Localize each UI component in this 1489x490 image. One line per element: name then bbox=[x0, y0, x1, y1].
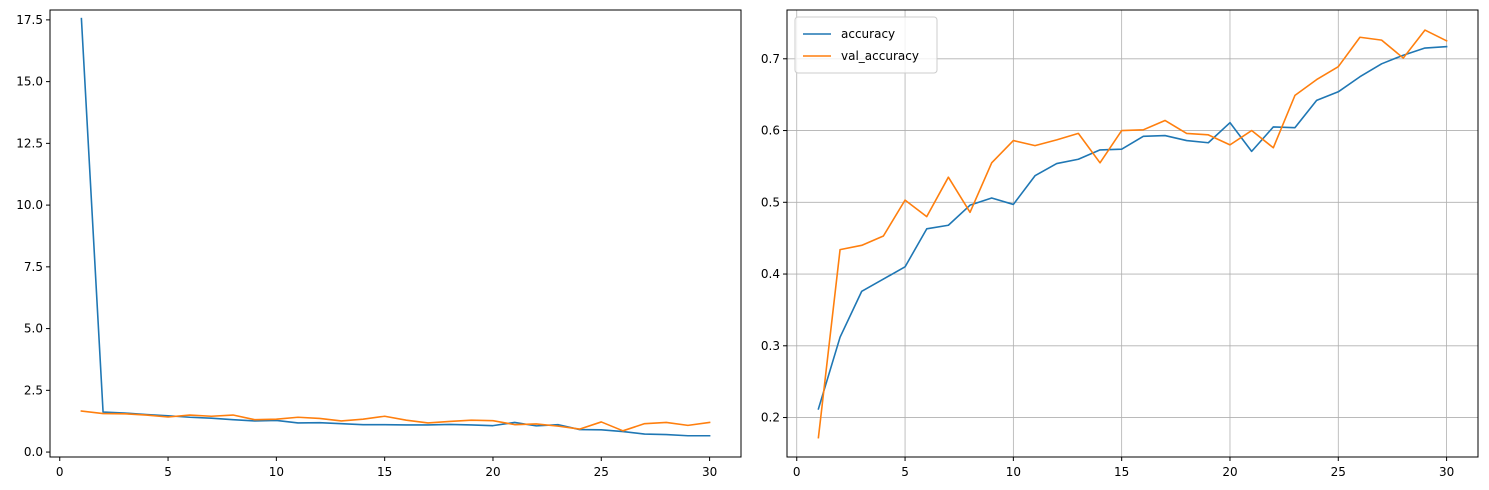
y-tick-label: 12.5 bbox=[16, 136, 43, 150]
plot-frame bbox=[49, 9, 742, 458]
x-tick-label: 10 bbox=[269, 465, 284, 479]
loss-chart: 0 5 10 15 20 25 30 0.0 2.5 5.0 7.5 10.0 12.5 15.0 17.5 bbox=[16, 9, 742, 479]
y-tick-label: 0.3 bbox=[761, 339, 780, 353]
x-tick-label: 30 bbox=[1439, 465, 1454, 479]
legend-box bbox=[794, 16, 938, 74]
y-tick-label: 0.7 bbox=[761, 52, 780, 66]
x-tick-label: 15 bbox=[1114, 465, 1129, 479]
y-tick-label: 0.0 bbox=[24, 445, 43, 459]
x-tick-label: 5 bbox=[164, 465, 172, 479]
series-line-val_accuracy bbox=[817, 29, 1448, 439]
series-line-series-1 bbox=[80, 410, 711, 432]
series-line-accuracy bbox=[817, 45, 1448, 410]
y-tick-label: 0.6 bbox=[761, 124, 780, 138]
legend-label-val_accuracy: val_accuracy bbox=[841, 49, 919, 63]
x-tick-label: 25 bbox=[1331, 465, 1346, 479]
series-line-series-0 bbox=[80, 17, 711, 437]
y-tick-label: 0.2 bbox=[761, 411, 780, 425]
legend-label-accuracy: accuracy bbox=[841, 27, 895, 41]
accuracy-chart: 0 5 10 15 20 25 30 0.2 0.3 0.4 0.5 0.6 0.7 accuracy va… bbox=[761, 9, 1479, 479]
x-tick-label: 0 bbox=[56, 465, 64, 479]
y-tick-label: 0.4 bbox=[761, 267, 780, 281]
y-tick-label: 2.5 bbox=[24, 383, 43, 397]
y-tick-label: 5.0 bbox=[24, 322, 43, 336]
y-tick-label: 10.0 bbox=[16, 198, 43, 212]
x-tick-label: 0 bbox=[793, 465, 801, 479]
x-tick-label: 25 bbox=[594, 465, 609, 479]
y-tick-label: 17.5 bbox=[16, 13, 43, 27]
legend: accuracy val_accuracy bbox=[794, 16, 938, 74]
x-tick-label: 20 bbox=[1222, 465, 1237, 479]
x-tick-label: 5 bbox=[901, 465, 909, 479]
x-tick-label: 20 bbox=[485, 465, 500, 479]
y-tick-label: 15.0 bbox=[16, 75, 43, 89]
x-tick-label: 30 bbox=[702, 465, 717, 479]
x-tick-label: 15 bbox=[377, 465, 392, 479]
plot-frame bbox=[786, 9, 1479, 458]
x-tick-label: 10 bbox=[1006, 465, 1021, 479]
y-tick-label: 0.5 bbox=[761, 195, 780, 209]
y-tick-label: 7.5 bbox=[24, 260, 43, 274]
